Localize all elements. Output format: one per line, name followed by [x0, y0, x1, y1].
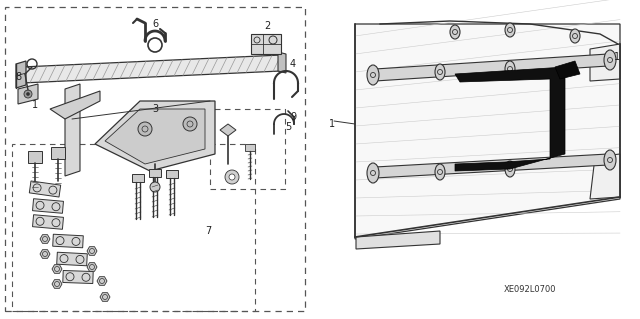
Polygon shape [40, 235, 50, 243]
Polygon shape [132, 174, 144, 182]
Polygon shape [16, 61, 26, 88]
Ellipse shape [570, 29, 580, 43]
Ellipse shape [604, 50, 616, 70]
Polygon shape [18, 84, 38, 104]
Text: 1: 1 [614, 52, 620, 62]
Polygon shape [22, 55, 281, 83]
Polygon shape [590, 44, 620, 81]
Polygon shape [52, 280, 62, 288]
Ellipse shape [505, 61, 515, 77]
Circle shape [26, 93, 29, 95]
Circle shape [225, 170, 239, 184]
Circle shape [183, 117, 197, 131]
Polygon shape [590, 154, 620, 199]
Polygon shape [65, 84, 80, 176]
Bar [210, 109, 285, 189]
Polygon shape [51, 147, 65, 159]
Ellipse shape [367, 65, 379, 85]
Polygon shape [33, 215, 63, 229]
Polygon shape [245, 144, 255, 151]
Ellipse shape [604, 150, 616, 170]
Ellipse shape [450, 25, 460, 39]
Polygon shape [100, 293, 110, 301]
Circle shape [138, 122, 152, 136]
Polygon shape [166, 170, 178, 178]
Text: 7: 7 [205, 226, 211, 236]
Polygon shape [375, 54, 608, 81]
Ellipse shape [435, 164, 445, 180]
Ellipse shape [505, 161, 515, 177]
Text: 5: 5 [285, 122, 291, 132]
Polygon shape [57, 252, 87, 266]
Polygon shape [87, 263, 97, 271]
Polygon shape [29, 181, 61, 197]
Bar [12, 144, 255, 311]
Text: 6: 6 [152, 19, 158, 29]
Text: 4: 4 [290, 59, 296, 69]
Polygon shape [105, 109, 205, 164]
Text: 3: 3 [152, 104, 158, 114]
Polygon shape [33, 199, 63, 213]
Polygon shape [97, 277, 107, 285]
Polygon shape [63, 271, 93, 284]
Polygon shape [87, 247, 97, 255]
Polygon shape [251, 34, 281, 54]
Polygon shape [50, 91, 100, 119]
Polygon shape [52, 265, 62, 273]
Polygon shape [52, 234, 83, 248]
Polygon shape [555, 61, 580, 79]
Circle shape [24, 90, 32, 98]
Polygon shape [149, 169, 161, 177]
Text: 1: 1 [32, 100, 38, 110]
Polygon shape [455, 67, 565, 171]
Polygon shape [28, 151, 42, 163]
Text: 2: 2 [264, 21, 270, 31]
Circle shape [150, 182, 160, 192]
Ellipse shape [505, 23, 515, 37]
Ellipse shape [435, 64, 445, 80]
Text: 9: 9 [290, 112, 296, 122]
Polygon shape [278, 52, 286, 73]
Polygon shape [95, 101, 215, 171]
Bar [5, 7, 305, 311]
Polygon shape [375, 154, 608, 178]
Circle shape [229, 174, 235, 180]
Text: 1: 1 [329, 119, 335, 129]
Polygon shape [356, 231, 440, 249]
Polygon shape [220, 124, 236, 136]
Ellipse shape [367, 163, 379, 183]
Polygon shape [355, 24, 620, 239]
Text: XE092L0700: XE092L0700 [504, 285, 556, 293]
Polygon shape [40, 250, 50, 258]
Text: 8: 8 [15, 72, 21, 82]
